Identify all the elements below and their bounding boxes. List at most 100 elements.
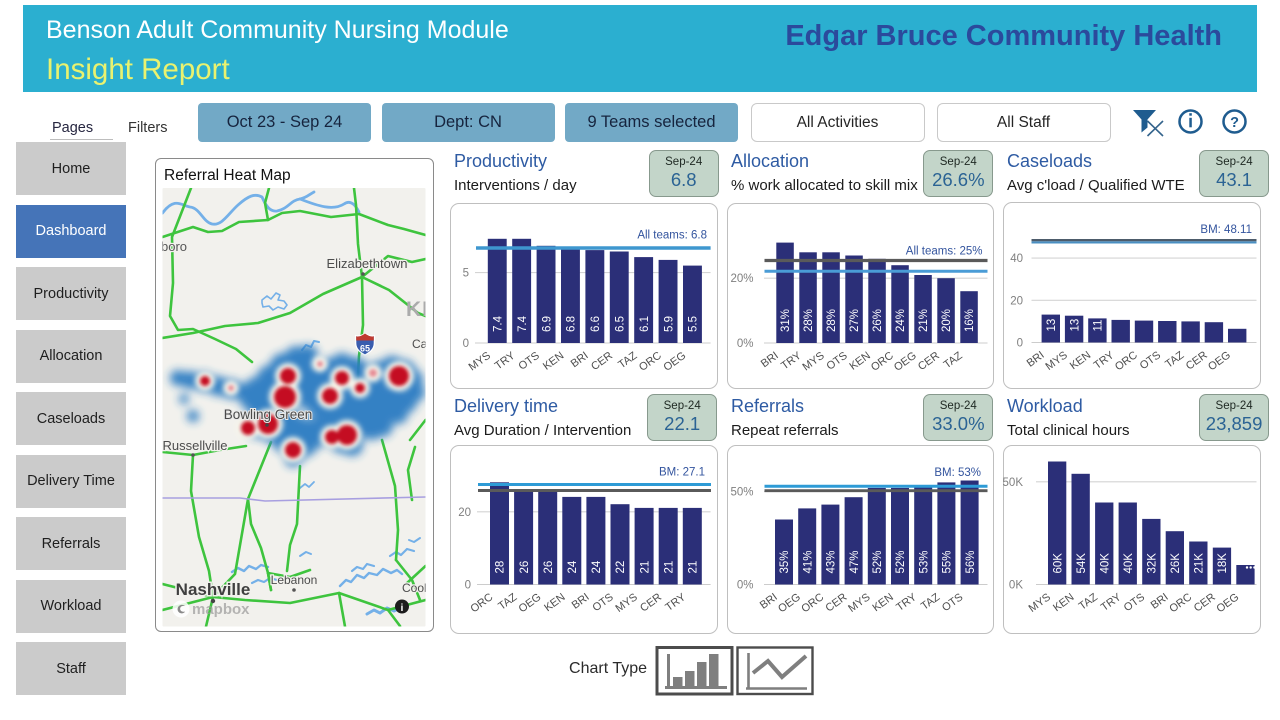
svg-text:TAZ: TAZ <box>919 591 942 613</box>
svg-text:Elizabethtown: Elizabethtown <box>327 256 408 271</box>
svg-text:Ca: Ca <box>412 337 428 351</box>
svg-text:MYS: MYS <box>800 350 826 374</box>
svg-text:43%: 43% <box>826 550 838 573</box>
svg-text:CER: CER <box>638 591 664 614</box>
svg-text:24%: 24% <box>895 309 907 332</box>
svg-text:7.4: 7.4 <box>517 315 529 332</box>
svg-text:CER: CER <box>1192 591 1218 614</box>
svg-text:20%: 20% <box>941 309 953 332</box>
svg-text:5.9: 5.9 <box>663 316 675 332</box>
svg-text:All teams: 6.8: All teams: 6.8 <box>637 230 707 242</box>
svg-text:20%: 20% <box>730 273 753 285</box>
svg-text:27%: 27% <box>849 309 861 332</box>
svg-text:OEG: OEG <box>1206 349 1233 373</box>
svg-text:TAZ: TAZ <box>1077 591 1100 613</box>
svg-text:35%: 35% <box>779 550 791 573</box>
svg-text:boro: boro <box>161 239 187 254</box>
svg-text:60K: 60K <box>1052 553 1064 574</box>
svg-text:MYS: MYS <box>1027 591 1053 615</box>
svg-text:Lebanon: Lebanon <box>271 573 318 587</box>
svg-text:6.9: 6.9 <box>541 316 553 332</box>
svg-text:OTS: OTS <box>590 591 615 614</box>
svg-text:0%: 0% <box>737 338 754 350</box>
svg-text:TRY: TRY <box>894 591 919 614</box>
svg-text:CER: CER <box>589 350 615 373</box>
svg-text:OTS: OTS <box>517 350 542 373</box>
svg-text:OEG: OEG <box>517 591 544 615</box>
svg-text:i: i <box>401 602 404 614</box>
svg-text:18K: 18K <box>1217 553 1229 574</box>
svg-text:28%: 28% <box>803 309 815 332</box>
svg-text:6.1: 6.1 <box>639 316 651 332</box>
svg-text:31%: 31% <box>780 309 792 332</box>
svg-text:OEG: OEG <box>892 350 919 374</box>
svg-text:ORC: ORC <box>637 350 664 374</box>
svg-text:65: 65 <box>360 344 370 354</box>
svg-text:BRI: BRI <box>759 350 781 370</box>
svg-text:0: 0 <box>463 338 469 350</box>
svg-text:20: 20 <box>1010 295 1023 307</box>
svg-text:BRI: BRI <box>570 591 592 611</box>
svg-text:TAZ: TAZ <box>942 350 965 372</box>
svg-text:28: 28 <box>495 561 507 574</box>
svg-text:?: ? <box>1230 115 1239 131</box>
svg-text:OTS: OTS <box>1138 349 1163 372</box>
svg-text:40: 40 <box>1010 253 1023 265</box>
svg-text:21: 21 <box>663 561 675 574</box>
svg-text:BM: 48.11: BM: 48.11 <box>1200 224 1252 236</box>
svg-text:32K: 32K <box>1147 553 1159 574</box>
svg-text:All teams: 25%: All teams: 25% <box>906 246 983 258</box>
svg-text:TRY: TRY <box>1099 591 1124 614</box>
svg-text:ORC: ORC <box>468 591 495 615</box>
svg-text:41%: 41% <box>802 550 814 573</box>
svg-text:TAZ: TAZ <box>1163 349 1186 371</box>
svg-text:21: 21 <box>688 561 700 574</box>
svg-text:OEG: OEG <box>661 350 688 374</box>
svg-text:ORC: ORC <box>799 591 826 615</box>
svg-text:KEN: KEN <box>1051 591 1076 614</box>
svg-text:7.4: 7.4 <box>492 315 504 332</box>
svg-text:TRY: TRY <box>1092 349 1117 372</box>
svg-text:mapbox: mapbox <box>192 601 250 618</box>
svg-text:22: 22 <box>615 561 627 574</box>
svg-text:OTS: OTS <box>1122 591 1147 614</box>
svg-text:56%: 56% <box>965 550 977 573</box>
svg-text:53%: 53% <box>918 550 930 573</box>
svg-text:KEN: KEN <box>870 591 895 614</box>
svg-text:50K: 50K <box>1003 477 1024 489</box>
svg-text:MYS: MYS <box>467 350 493 374</box>
svg-text:40K: 40K <box>1099 553 1111 574</box>
svg-text:11: 11 <box>1093 320 1105 332</box>
svg-text:0%: 0% <box>737 580 754 592</box>
svg-text:KEN: KEN <box>1068 349 1093 372</box>
svg-text:TRY: TRY <box>663 591 688 614</box>
svg-text:21%: 21% <box>918 309 930 332</box>
svg-text:TRY: TRY <box>779 349 804 372</box>
svg-text:ORC: ORC <box>869 350 896 374</box>
svg-text:BRI: BRI <box>1149 591 1171 611</box>
svg-text:6.6: 6.6 <box>590 316 602 332</box>
svg-text:ORC: ORC <box>1167 591 1194 615</box>
svg-text:OEG: OEG <box>1214 591 1241 615</box>
svg-text:40K: 40K <box>1123 553 1135 574</box>
svg-text:Cook: Cook <box>402 581 431 595</box>
svg-text:CER: CER <box>824 591 850 614</box>
svg-text:MYS: MYS <box>614 591 640 615</box>
svg-text:BRI: BRI <box>569 350 591 370</box>
svg-text:26: 26 <box>519 561 531 574</box>
svg-text:CER: CER <box>1184 349 1210 372</box>
svg-text:Bowling Green: Bowling Green <box>224 407 313 422</box>
svg-text:MYS: MYS <box>846 591 872 615</box>
svg-text:KEN: KEN <box>541 350 566 373</box>
svg-text:BM: 27.1: BM: 27.1 <box>659 467 705 479</box>
svg-text:MYS: MYS <box>1044 349 1070 373</box>
svg-text:55%: 55% <box>942 550 954 573</box>
svg-text:BRI: BRI <box>1025 349 1047 369</box>
svg-text:6.5: 6.5 <box>615 316 627 332</box>
svg-text:TRY: TRY <box>493 349 518 372</box>
svg-text:Russellville: Russellville <box>162 438 227 453</box>
svg-text:5: 5 <box>463 268 469 280</box>
svg-text:26K: 26K <box>1170 553 1182 574</box>
svg-text:OTS: OTS <box>940 591 965 614</box>
svg-text:BM: 53%: BM: 53% <box>934 467 981 479</box>
